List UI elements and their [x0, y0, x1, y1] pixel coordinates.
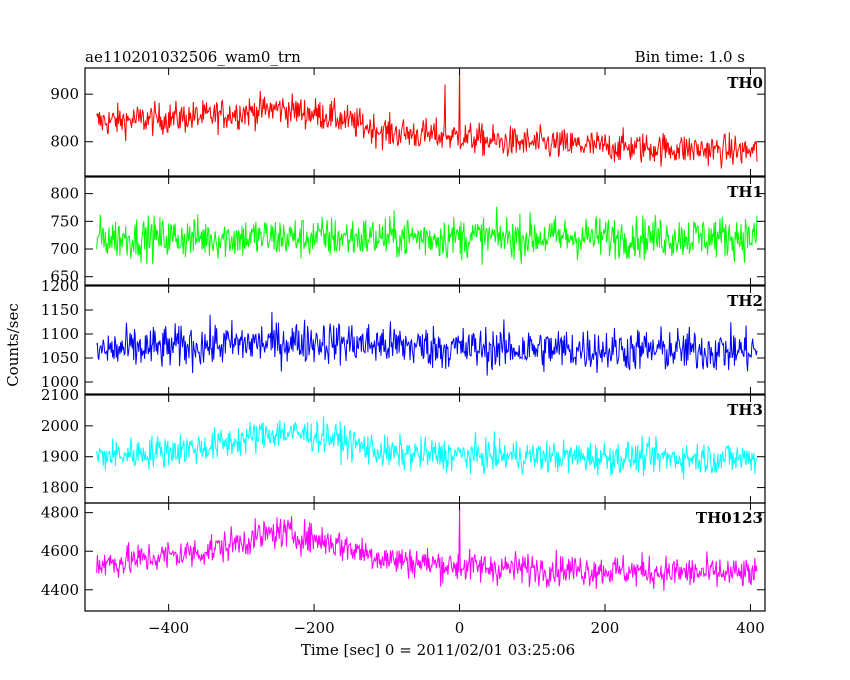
y-tick-label-th2: 1100 — [41, 325, 79, 343]
x-tick-label: 200 — [591, 619, 620, 637]
y-axis-label: Counts/sec — [4, 303, 22, 387]
series-th3 — [96, 415, 758, 480]
x-tick-label: 0 — [455, 619, 465, 637]
y-tick-label-th0: 900 — [50, 85, 79, 103]
y-tick-label-th3: 1800 — [41, 479, 79, 497]
y-tick-label-th2: 1200 — [41, 277, 79, 295]
panel-label-th0: TH0 — [727, 74, 763, 92]
panel-label-th2: TH2 — [727, 292, 763, 310]
x-tick-label: 400 — [736, 619, 765, 637]
chart-title-right: Bin time: 1.0 s — [635, 48, 745, 66]
x-tick-label: −200 — [293, 619, 334, 637]
series-th2 — [96, 312, 758, 376]
y-tick-label-th1: 700 — [50, 240, 79, 258]
panel-frame-th0 — [84, 67, 766, 177]
y-tick-label-th0123: 4800 — [41, 504, 79, 522]
y-tick-label-th3: 2000 — [41, 417, 79, 435]
series-th0123 — [96, 506, 758, 591]
y-tick-label-th1: 750 — [50, 212, 79, 230]
panel-frame-th0123 — [84, 502, 766, 612]
y-tick-label-th2: 1150 — [41, 301, 79, 319]
panel-label-th3: TH3 — [727, 401, 763, 419]
panel-frame-th3 — [84, 394, 766, 504]
panel-label-th1: TH1 — [727, 183, 763, 201]
y-tick-label-th1: 650 — [50, 268, 79, 286]
y-tick-label-th0123: 4600 — [41, 542, 79, 560]
series-th1 — [96, 206, 758, 265]
panels-group: 800 900 TH0 650 700 750 800 TH1 1000 1050 1100 1150… — [41, 67, 766, 637]
panel-frame-th1 — [84, 176, 766, 286]
x-tick-label: −400 — [148, 619, 189, 637]
y-tick-label-th0: 800 — [50, 133, 79, 151]
x-axis-label: Time [sec] 0 = 2011/02/01 03:25:06 — [301, 641, 575, 659]
chart-title-left: ae110201032506_wam0_trn — [85, 48, 301, 66]
panel-frame-th2 — [84, 285, 766, 395]
y-tick-label-th2: 1000 — [41, 373, 79, 391]
y-tick-label-th3: 1900 — [41, 448, 79, 466]
y-tick-label-th2: 1050 — [41, 349, 79, 367]
series-th0 — [96, 70, 758, 169]
y-tick-label-th3: 2100 — [41, 386, 79, 404]
y-tick-label-th1: 800 — [50, 185, 79, 203]
panel-label-th0123: TH0123 — [696, 509, 763, 527]
y-tick-label-th0123: 4400 — [41, 581, 79, 599]
